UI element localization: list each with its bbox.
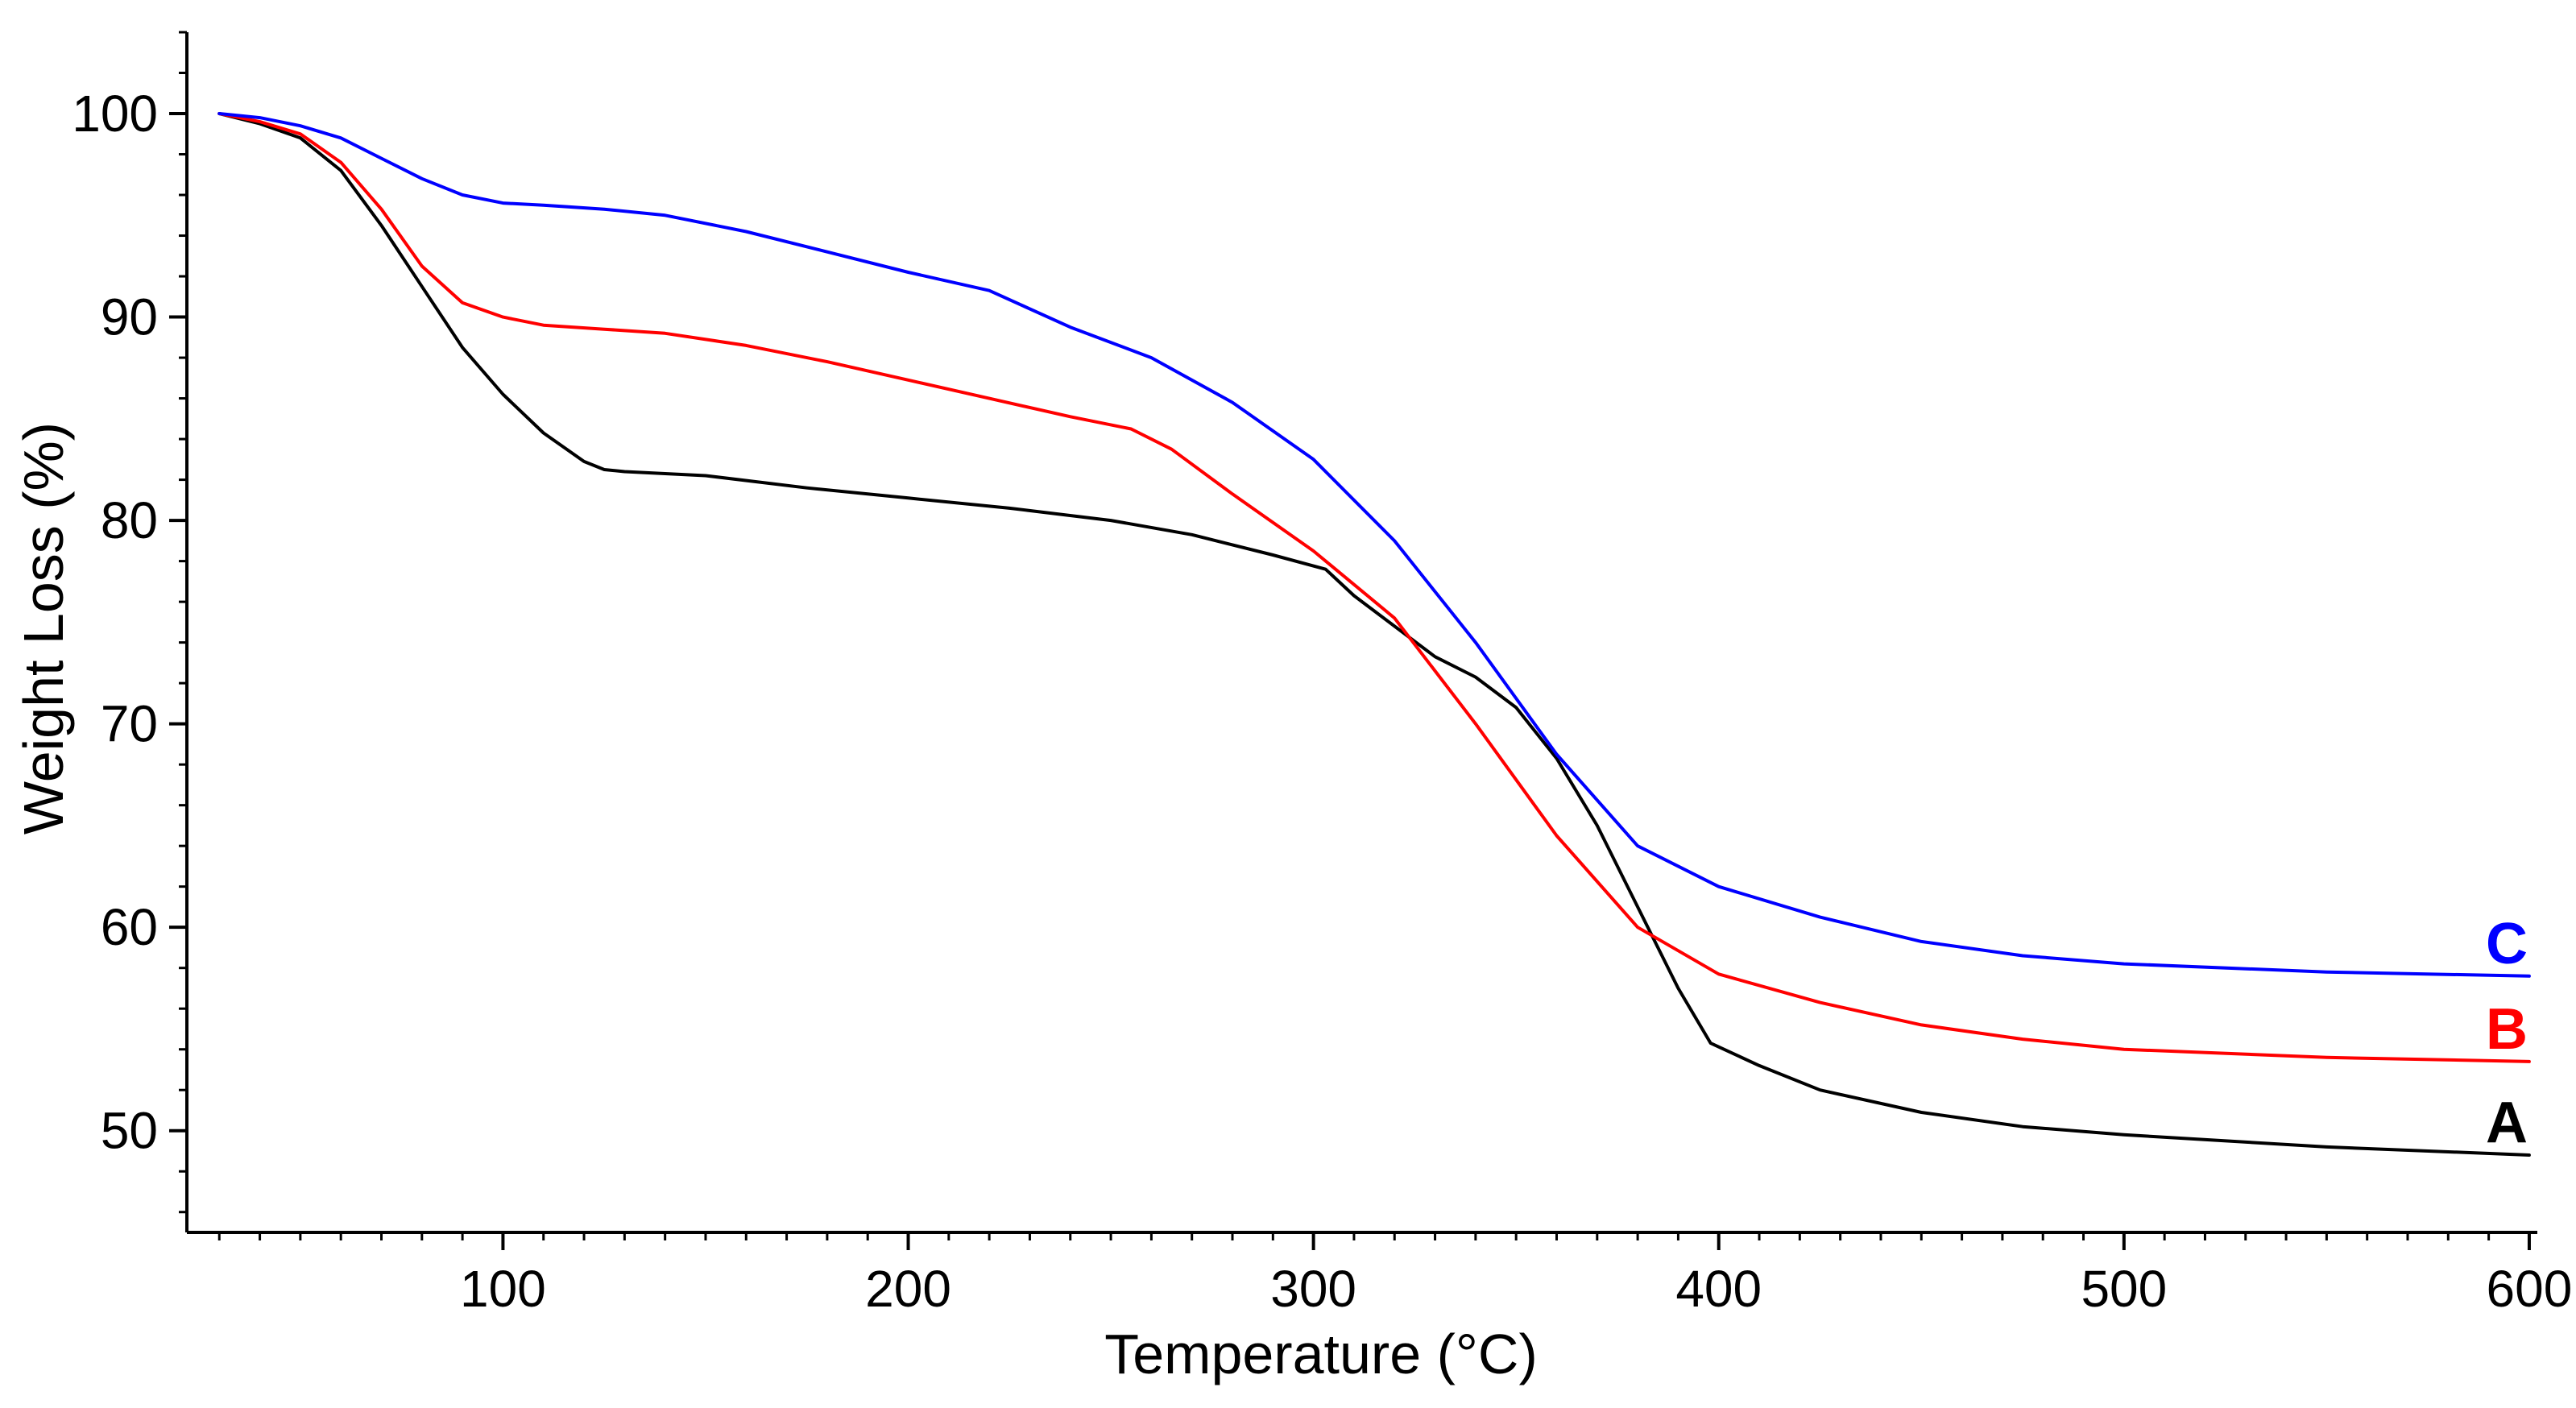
- y-tick-label: 50: [101, 1102, 158, 1160]
- series-lines: [217, 112, 2531, 1157]
- x-tick-label: 500: [2081, 1260, 2167, 1318]
- y-tick-label: 70: [101, 695, 158, 753]
- x-tick-label: 600: [2487, 1260, 2573, 1318]
- series-line-C: [217, 112, 2531, 978]
- x-axis-title: Temperature (°C): [1104, 1323, 1538, 1385]
- y-minor-ticks: [179, 31, 187, 1214]
- x-tick-label: 300: [1270, 1260, 1356, 1318]
- x-major-ticks: 100 200 300 400 500 600: [460, 1232, 2572, 1318]
- y-tick-label: 60: [101, 898, 158, 956]
- x-tick-label: 100: [460, 1260, 546, 1318]
- series-label-B: B: [2486, 997, 2528, 1062]
- y-tick-label: 90: [101, 288, 158, 346]
- x-tick-label: 400: [1675, 1260, 1762, 1318]
- y-tick-label: 80: [101, 491, 158, 549]
- series-line-B: [217, 112, 2531, 1063]
- plot-area: 100 200 300 400 500 600 50 60 70 80 90 100 ABC: [72, 31, 2572, 1318]
- series-label-C: C: [2486, 912, 2528, 976]
- y-tick-label: 100: [72, 85, 158, 143]
- y-axis-title: Weight Loss (%): [12, 422, 75, 834]
- series-labels: ABC: [2486, 912, 2528, 1155]
- x-tick-label: 200: [865, 1260, 951, 1318]
- series-label-A: A: [2486, 1091, 2528, 1155]
- x-minor-ticks: [217, 1232, 2491, 1240]
- series-line-A: [217, 112, 2531, 1157]
- y-major-ticks: 50 60 70 80 90 100: [72, 85, 187, 1160]
